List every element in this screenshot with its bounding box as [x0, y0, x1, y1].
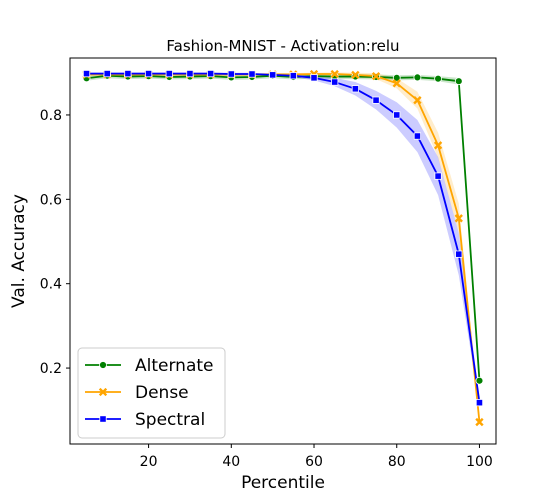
dense-point [454, 214, 463, 223]
x-axis-title: Percentile [241, 473, 325, 493]
series-markers [82, 69, 484, 427]
y-axis-title: Val. Accuracy [9, 194, 29, 308]
alternate-point [413, 73, 422, 82]
spectral-point [351, 85, 359, 93]
x-tick-label: 40 [222, 454, 240, 470]
alternate-point [392, 73, 401, 82]
x-tick-label: 80 [388, 454, 406, 470]
legend-box [77, 347, 226, 439]
spectral-point [310, 74, 318, 82]
spectral-point [207, 70, 215, 78]
spectral-point [165, 70, 173, 78]
dense-point [330, 69, 339, 79]
legend-entries: Alternate Dense Spectral [85, 356, 213, 430]
x-tick-label: 60 [305, 454, 323, 470]
spectral-point [186, 70, 194, 78]
spectral-point [475, 399, 484, 407]
legend-spectral-marker [99, 415, 107, 423]
chart-title: Fashion-MNIST - Activation:relu [166, 37, 399, 55]
y-tick-label: 0.6 [40, 192, 62, 208]
legend-dense-label: Dense [135, 383, 189, 403]
alternate-point [454, 77, 463, 86]
legend-spectral-label: Spectral [135, 410, 205, 430]
spectral-point [393, 111, 401, 119]
spectral-point [331, 78, 339, 86]
y-tick-label: 0.4 [40, 277, 62, 293]
y-tick-label: 0.8 [40, 108, 62, 124]
alternate-point [475, 376, 484, 385]
dense-point [433, 141, 443, 150]
legend-alternate-label: Alternate [135, 356, 213, 376]
dense-point [392, 79, 401, 88]
dense-point [351, 70, 360, 80]
x-axis: 20 40 60 80 100 [140, 444, 493, 470]
dense-point [475, 417, 484, 427]
spectral-point [248, 70, 256, 78]
spectral-point [434, 172, 442, 180]
legend-dense-marker [98, 387, 108, 397]
spectral-point [124, 70, 132, 78]
dense-point [371, 71, 381, 81]
x-tick-label: 100 [466, 454, 493, 470]
y-tick-label: 0.2 [40, 361, 62, 377]
dense-point [413, 96, 422, 105]
spectral-point [269, 71, 277, 79]
spectral-point [413, 132, 422, 140]
spectral-point [82, 70, 91, 78]
spectral-point [289, 72, 297, 80]
y-axis: 0.2 0.4 0.6 0.8 [40, 108, 70, 377]
plot-frame [69, 57, 497, 445]
spectral-point [455, 250, 463, 258]
spectral-point [144, 70, 153, 78]
spectral-point [227, 70, 235, 78]
legend-alternate-marker [99, 361, 107, 369]
legend: Alternate Dense Spectral [77, 347, 226, 439]
x-tick-label: 20 [140, 454, 158, 470]
alternate-point [434, 74, 442, 83]
spectral-point [372, 96, 380, 104]
spectral-point [103, 70, 111, 78]
